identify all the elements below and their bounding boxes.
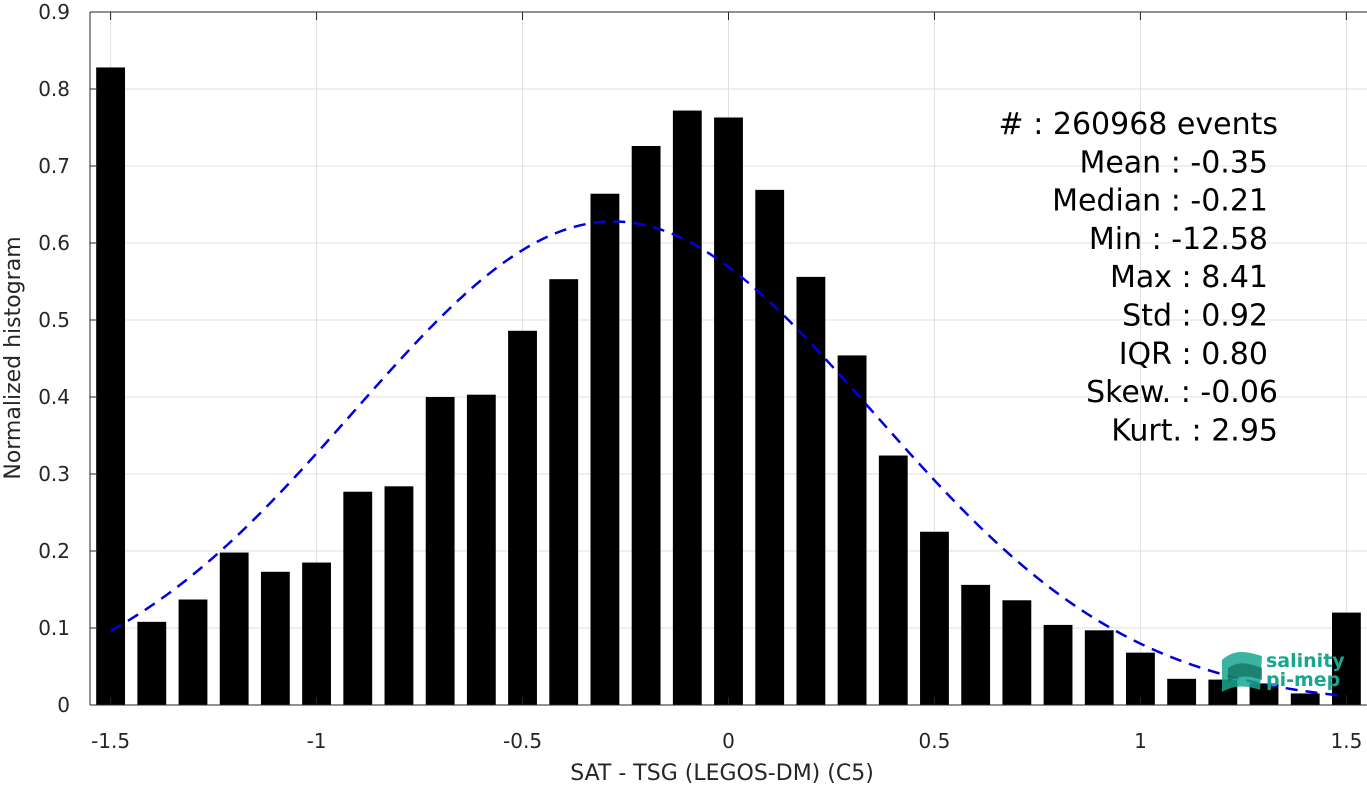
bars — [96, 67, 1361, 706]
wave-logo-icon — [1222, 652, 1262, 692]
y-tick-label: 0.1 — [38, 616, 70, 640]
stat-line: Skew. : -0.06 — [1086, 375, 1278, 410]
logo-text-salinity: salinity — [1266, 650, 1345, 672]
histogram-bar — [1043, 624, 1073, 705]
histogram-bar — [302, 562, 331, 705]
histogram-bar — [631, 145, 661, 706]
y-tick-label: 0.6 — [38, 231, 70, 255]
histogram-bar — [466, 394, 496, 705]
stat-line: IQR : 0.80 — [1119, 337, 1268, 372]
histogram-bar — [1331, 612, 1361, 705]
histogram-bar — [425, 397, 455, 705]
stat-line: Max : 8.41 — [1110, 260, 1268, 295]
stat-line: Kurt. : 2.95 — [1111, 413, 1278, 448]
histogram-bar — [1002, 600, 1032, 705]
salinity-pimep-logo: salinity pi-mep — [1222, 650, 1345, 692]
y-axis-label: Normalized histogram — [1, 236, 26, 479]
x-tick-label: -1.5 — [91, 729, 130, 753]
histogram-bar — [1126, 652, 1155, 705]
histogram-bar — [137, 621, 167, 705]
x-tick-label: 0 — [722, 729, 735, 753]
histogram-bar — [384, 486, 414, 705]
y-tick-label: 0.4 — [38, 385, 70, 409]
histogram-bar — [1084, 630, 1114, 705]
histogram-bar — [878, 455, 908, 705]
x-tick-labels: -1.5 -1 -0.5 0 0.5 1 1.5 — [91, 729, 1362, 753]
stat-line: Median : -0.21 — [1052, 184, 1268, 219]
histogram-bar — [796, 276, 826, 705]
axes — [89, 11, 1367, 706]
histogram-bar — [343, 491, 373, 705]
histogram-bar — [920, 531, 949, 705]
histogram-bar — [1290, 693, 1320, 705]
x-tick-label: 0.5 — [919, 729, 951, 753]
x-tick-label: -0.5 — [503, 729, 542, 753]
stat-line: Std : 0.92 — [1122, 299, 1268, 334]
x-tick-label: 1.5 — [1330, 729, 1362, 753]
y-tick-label: 0 — [57, 693, 70, 717]
y-tick-label: 0.8 — [38, 77, 70, 101]
x-axis-label: SAT - TSG (LEGOS-DM) (C5) — [570, 761, 874, 785]
normal-fit-curve — [109, 220, 1347, 698]
stat-line: Min : -12.58 — [1089, 222, 1268, 257]
x-tick-label: -1 — [307, 729, 327, 753]
y-tick-label: 0.7 — [38, 154, 70, 178]
histogram-bar — [178, 599, 208, 705]
stat-line: Mean : -0.35 — [1079, 145, 1268, 180]
histogram-bar — [1167, 678, 1197, 705]
histogram-bar — [96, 67, 126, 705]
logo-text-pimep: pi-mep — [1266, 669, 1340, 691]
histogram-bar — [549, 279, 579, 705]
histogram-bar — [260, 571, 290, 705]
x-tick-label: 1 — [1134, 729, 1147, 753]
y-tick-labels: 0 0.1 0.2 0.3 0.4 0.5 0.6 0.7 0.8 0.9 — [38, 0, 70, 717]
y-tick-label: 0.2 — [38, 539, 70, 563]
y-tick-label: 0.9 — [38, 0, 70, 24]
stat-line: # : 260968 events — [999, 107, 1278, 142]
histogram-bar — [961, 584, 991, 705]
histogram-bar — [219, 552, 249, 705]
histogram-bar — [837, 355, 867, 705]
histogram-bar — [714, 117, 743, 706]
y-tick-label: 0.5 — [38, 308, 70, 332]
histogram-bar — [755, 189, 785, 705]
histogram-bar — [672, 110, 702, 705]
histogram-bar — [508, 330, 537, 705]
y-tick-label: 0.3 — [38, 462, 70, 486]
histogram-bar — [590, 193, 620, 705]
